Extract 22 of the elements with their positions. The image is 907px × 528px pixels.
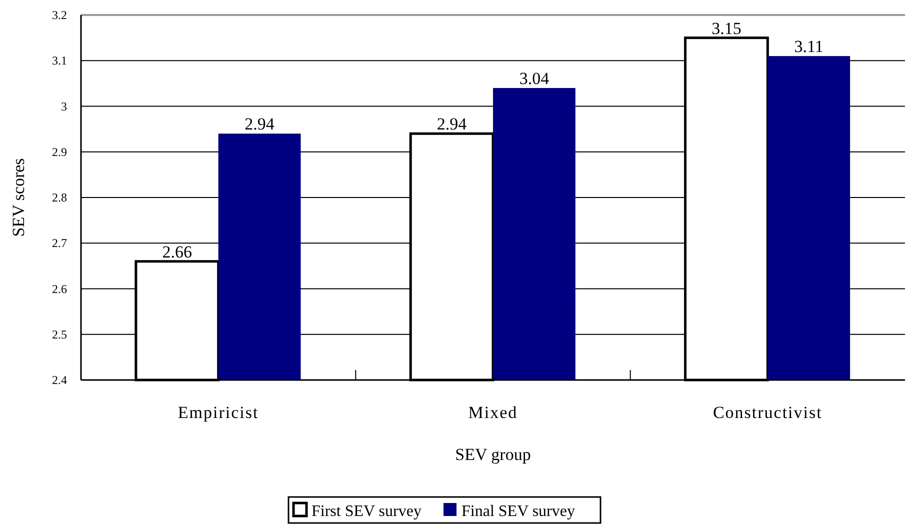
y-tick-label: 2.4 (52, 373, 67, 387)
y-tick-label: 3.1 (52, 54, 67, 68)
y-tick-label: 2.5 (52, 327, 67, 342)
data-label: 2.94 (436, 114, 468, 134)
x-tick-label: Mixed (468, 403, 518, 422)
y-tick-label: 2.9 (52, 144, 67, 159)
legend-label: First SEV survey (312, 503, 422, 520)
x-tick-label: Constructivist (712, 403, 822, 422)
x-axis-title: SEV group (455, 445, 531, 464)
y-tick-label: 2.8 (52, 190, 67, 204)
y-tick-label: 3.2 (52, 8, 67, 22)
data-label: 3.11 (794, 37, 824, 56)
data-label: 2.66 (162, 242, 192, 262)
y-axis-title: SEV scores (9, 158, 28, 237)
legend-label: Final SEV survey (462, 503, 575, 520)
y-tick-label: 2.7 (52, 236, 67, 250)
data-label: 3.15 (712, 18, 742, 38)
x-tick-label: Empiricist (178, 403, 259, 422)
y-tick-label: 3 (61, 99, 67, 114)
data-label: 2.94 (244, 114, 275, 134)
data-label: 3.04 (519, 69, 550, 88)
y-tick-label: 2.6 (52, 282, 67, 296)
